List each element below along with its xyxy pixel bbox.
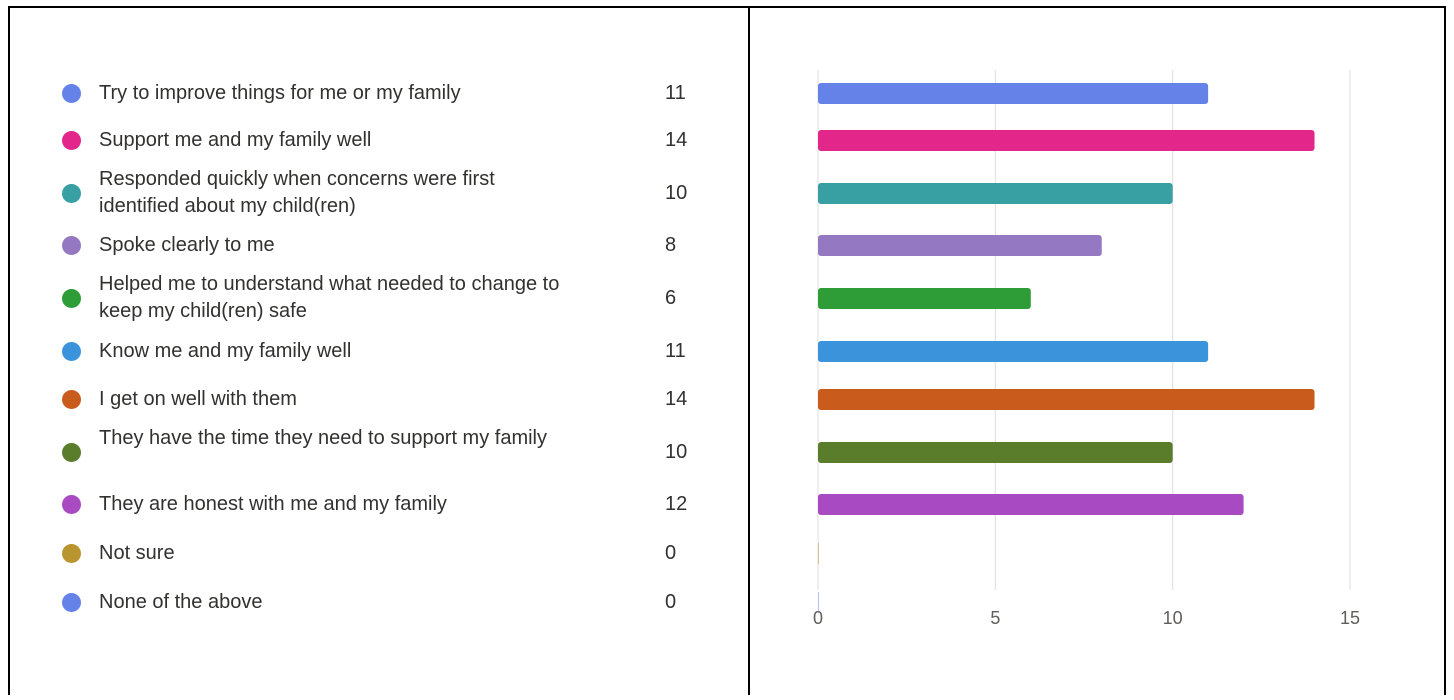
legend-count: 11 (665, 339, 686, 362)
legend-marker (62, 543, 81, 563)
bar[interactable] (818, 235, 1102, 256)
legend-label: Know me and my family well (99, 339, 352, 362)
legend-marker (62, 341, 81, 361)
bar[interactable] (818, 341, 1209, 362)
legend-marker (62, 235, 81, 255)
legend-marker (62, 288, 81, 308)
bar[interactable] (818, 543, 819, 564)
legend-label: They are honest with me and my family (99, 492, 447, 515)
legend-count: 14 (665, 128, 688, 151)
legend-marker (62, 83, 81, 103)
legend-count: 0 (665, 590, 677, 613)
legend-count: 10 (665, 440, 688, 463)
legend-marker (62, 592, 81, 612)
legend-label: Support me and my family well (99, 128, 372, 151)
bar-chart: 0 5 10 15 (813, 70, 1360, 628)
legend-label: Responded quickly when concerns were fir… (99, 168, 495, 217)
legend-count: 10 (665, 181, 688, 204)
legend-count: 14 (665, 387, 688, 410)
legend-marker (62, 183, 81, 203)
bar[interactable] (818, 389, 1315, 410)
legend-label: They have the time they need to support … (99, 427, 547, 449)
bar[interactable] (818, 592, 819, 613)
legend-marker (62, 130, 81, 150)
legend-count: 8 (665, 233, 677, 256)
x-tick-label: 0 (813, 608, 823, 628)
bar[interactable] (818, 494, 1244, 515)
legend-marker (62, 494, 81, 514)
legend-label: Try to improve things for me or my famil… (99, 81, 461, 104)
chart-panel: 0 5 10 15 (750, 8, 1444, 695)
x-tick-label: 15 (1340, 608, 1360, 628)
legend-marker (62, 442, 81, 462)
legend-label: I get on well with them (99, 387, 297, 410)
legend-label: None of the above (99, 590, 263, 613)
legend-marker (62, 389, 81, 409)
bar[interactable] (818, 130, 1315, 151)
legend-label: Not sure (99, 541, 175, 564)
bar[interactable] (818, 288, 1031, 309)
bar[interactable] (818, 183, 1173, 204)
bar[interactable] (818, 442, 1173, 463)
legend-count: 12 (665, 492, 688, 515)
bar[interactable] (818, 83, 1209, 104)
panel-divider (748, 6, 750, 695)
legend-panel: Try to improve things for me or my famil… (10, 8, 748, 695)
legend-label: Spoke clearly to me (99, 233, 275, 256)
legend-count: 0 (665, 541, 677, 564)
legend-count: 6 (665, 286, 677, 309)
legend-count: 11 (665, 81, 686, 104)
chart-frame (8, 6, 1446, 695)
x-tick-label: 10 (1163, 608, 1183, 628)
x-tick-label: 5 (990, 608, 1000, 628)
legend-label: Helped me to understand what needed to c… (99, 273, 560, 322)
